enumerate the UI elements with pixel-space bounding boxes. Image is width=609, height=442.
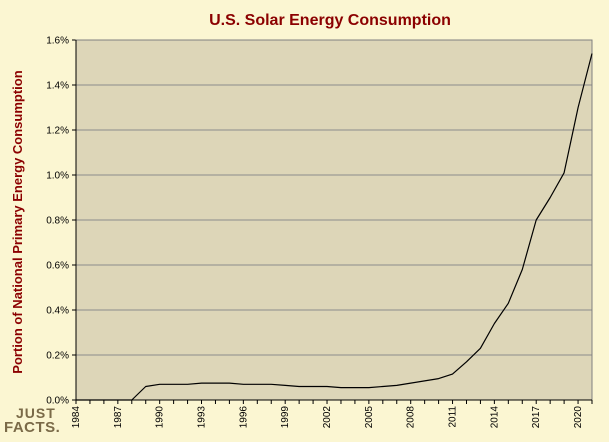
y-tick-label: 1.0% (46, 171, 69, 182)
plot-area: 0.0% 0.2% 0.4% 0.6% 0.8% 1.0% 1.2% 1.4% 1.6% 1984… (46, 36, 593, 429)
x-tick-label: 1990 (155, 406, 166, 429)
x-tick-label: 1993 (197, 406, 208, 429)
x-tick-label: 1996 (238, 406, 249, 429)
x-tick-label: 2005 (364, 406, 375, 429)
x-tick-label: 2002 (322, 406, 333, 429)
logo-line-1: JUST (16, 405, 56, 421)
logo-line-2: FACTS. (4, 419, 61, 436)
y-tick-label: 0.8% (46, 216, 69, 227)
series-line (76, 53, 593, 401)
x-tick-label: 2011 (448, 406, 459, 428)
chart-title: U.S. Solar Energy Consumption (209, 12, 451, 29)
y-tick-label: 0.0% (46, 396, 69, 407)
x-tick-label: 1999 (280, 406, 291, 429)
y-tick-label: 1.6% (46, 36, 69, 47)
y-axis-label: Portion of National Primary Energy Consu… (10, 70, 25, 373)
y-tick-label: 1.4% (46, 81, 69, 92)
y-tick-label: 0.2% (46, 351, 69, 362)
y-tick-label: 0.6% (46, 261, 69, 272)
y-tick-label: 1.2% (46, 126, 69, 137)
just-facts-logo: JUST FACTS. (2, 404, 62, 442)
x-tick-label: 1987 (113, 406, 124, 429)
x-tick-label: 2008 (406, 406, 417, 429)
y-tick-label: 0.4% (46, 306, 69, 317)
x-tick-label: 1984 (71, 406, 82, 429)
x-tick-label: 2017 (531, 406, 542, 429)
x-tick-label: 2020 (573, 406, 584, 429)
x-tick-label: 2014 (489, 406, 500, 429)
